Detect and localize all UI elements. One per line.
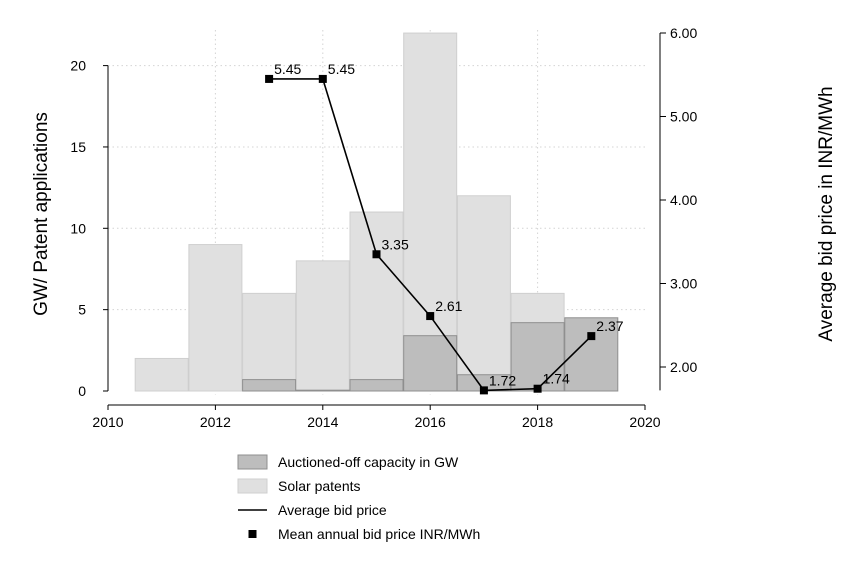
- bid-price-data-label: 1.72: [489, 372, 516, 388]
- y-tick-label: 5: [78, 302, 86, 318]
- bid-price-marker: [480, 386, 488, 394]
- x-tick-label: 2016: [415, 414, 446, 430]
- x-tick-label: 2014: [307, 414, 338, 430]
- legend-label: Average bid price: [278, 502, 387, 518]
- y2-tick-label: 5.00: [670, 109, 697, 125]
- legend-label: Solar patents: [278, 478, 361, 494]
- y-axis-title: GW/ Patent applications: [31, 112, 52, 316]
- solar-patents-bar: [296, 261, 349, 391]
- y-tick-label: 15: [70, 139, 86, 155]
- capacity-bar: [296, 390, 349, 391]
- solar-patents-bar: [457, 196, 510, 391]
- bid-price-data-label: 5.45: [274, 61, 301, 77]
- solar-patents-bar: [243, 293, 296, 391]
- bid-price-data-label: 5.45: [328, 61, 355, 77]
- legend-swatch: [238, 479, 267, 493]
- bid-price-data-label: 2.61: [435, 298, 462, 314]
- x-tick-label: 2010: [92, 414, 123, 430]
- bid-price-marker: [373, 250, 381, 258]
- bid-price-data-label: 2.37: [596, 318, 623, 334]
- legend-swatch: [238, 455, 267, 469]
- y-tick-label: 0: [78, 383, 86, 399]
- legend-label: Auctioned-off capacity in GW: [278, 454, 459, 470]
- y2-tick-label: 4.00: [670, 192, 697, 208]
- solar-patents-bars: [135, 33, 564, 391]
- y2-tick-label: 2.00: [670, 359, 697, 375]
- y2-tick-label: 6.00: [670, 25, 697, 41]
- bid-price-marker: [265, 75, 273, 83]
- y-tick-label: 20: [70, 58, 86, 74]
- solar-patents-bar: [135, 358, 188, 391]
- capacity-bar: [243, 380, 296, 391]
- bid-price-data-label: 1.74: [543, 371, 570, 387]
- y-tick-label: 10: [70, 220, 86, 236]
- legend: Auctioned-off capacity in GW Solar patent…: [238, 454, 480, 542]
- x-tick-label: 2018: [522, 414, 553, 430]
- x-tick-label: 2020: [629, 414, 660, 430]
- capacity-bar: [404, 336, 457, 391]
- capacity-bar: [350, 380, 403, 391]
- bid-price-marker: [534, 385, 542, 393]
- legend-label: Mean annual bid price INR/MWh: [278, 526, 480, 542]
- y2-axis-title: Average bid price in INR/MWh: [816, 86, 837, 341]
- bid-price-marker: [319, 75, 327, 83]
- y2-tick-label: 3.00: [670, 276, 697, 292]
- solar-patents-bar: [189, 245, 242, 391]
- bid-price-data-label: 3.35: [382, 236, 409, 252]
- x-tick-label: 2012: [200, 414, 231, 430]
- bid-price-marker: [426, 312, 434, 320]
- legend-swatch: [249, 530, 257, 538]
- bid-price-marker: [587, 332, 595, 340]
